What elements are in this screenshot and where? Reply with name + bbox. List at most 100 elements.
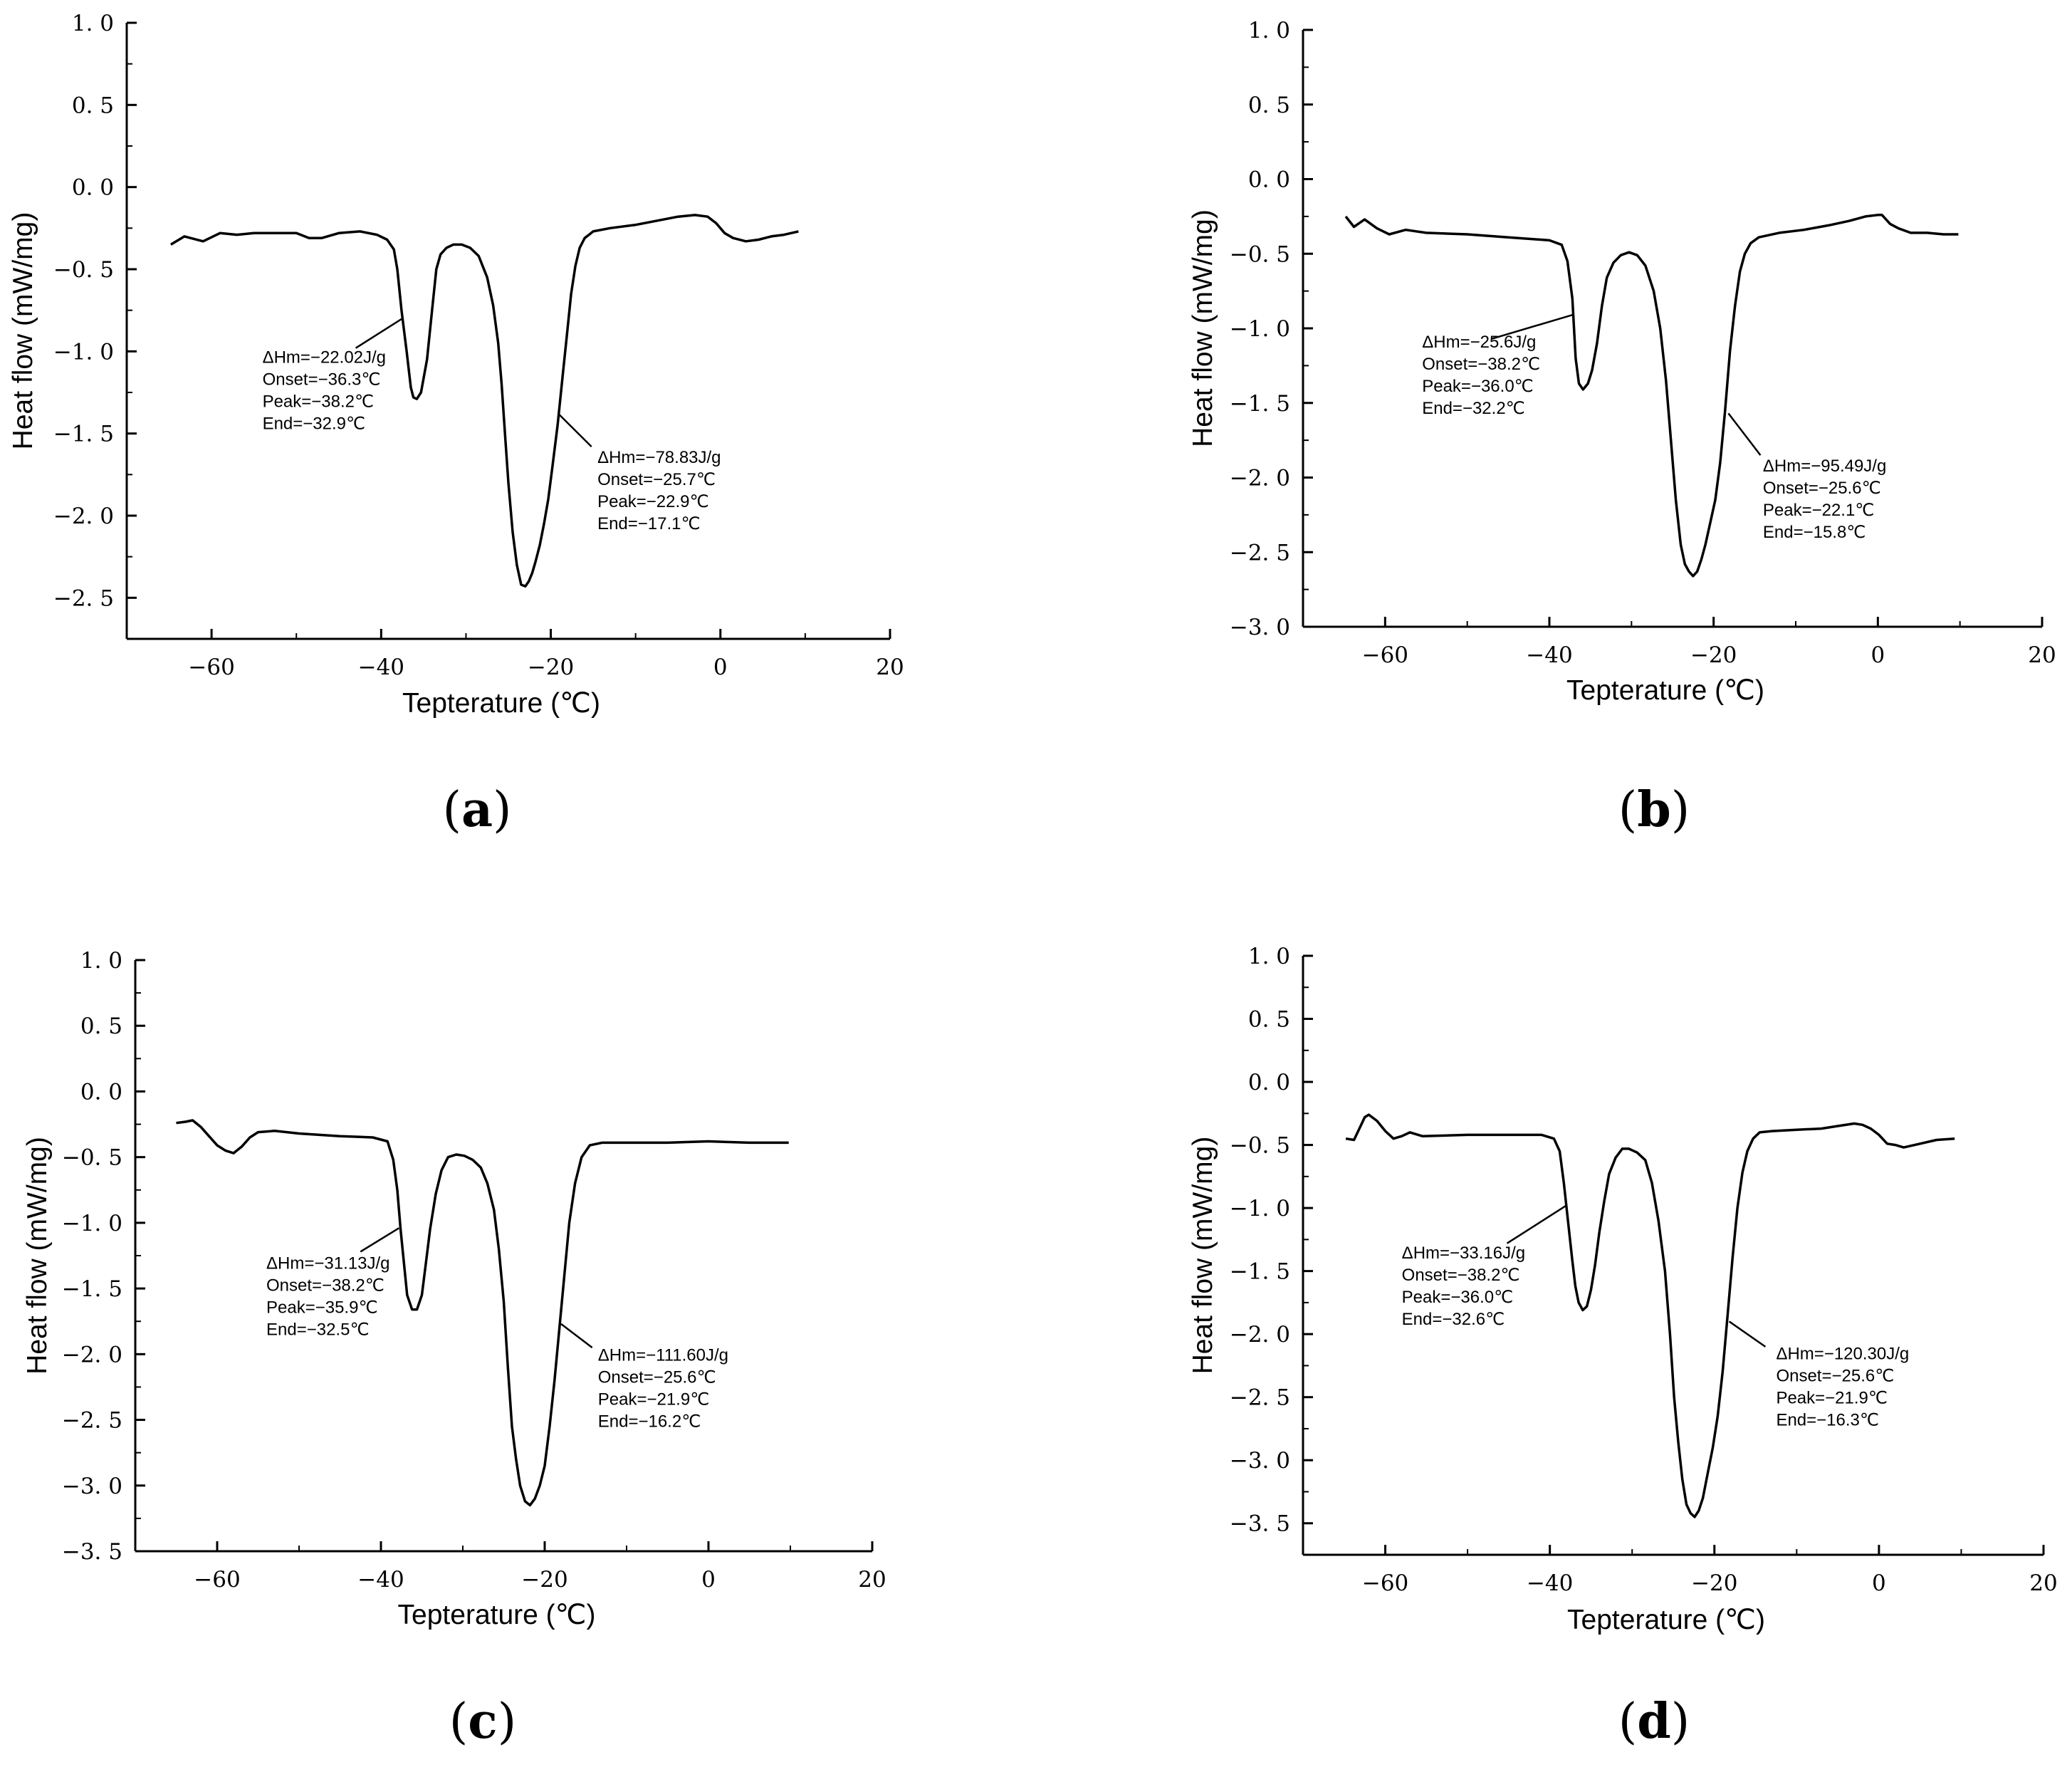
x-axis-label: Tepterature (℃) [398,1600,596,1630]
x-tick-label: −20 [1690,642,1737,668]
caption-close: ) [1671,782,1690,838]
y-tick-label: −2. 5 [1230,1385,1290,1411]
annotation-text: Peak=−36.0℃ [1422,377,1533,396]
caption-letter: d [1637,1693,1671,1750]
annotation-text: End=−16.3℃ [1776,1411,1878,1430]
x-tick-label: −60 [194,1567,240,1593]
annotation-text: Onset=−25.7℃ [597,470,716,489]
x-tick-label: −60 [188,655,234,680]
annotation-text: Onset=−38.2℃ [1402,1266,1520,1285]
y-tick-label: 1. 0 [80,948,122,974]
y-tick-label: 0. 5 [72,93,114,118]
annotation-text: Onset=−38.2℃ [1422,355,1540,374]
y-tick-label: −3. 0 [1230,1448,1290,1474]
caption-close: ) [1671,1694,1690,1750]
y-tick-label: 1. 0 [1248,944,1290,969]
x-tick-label: 20 [858,1567,886,1593]
panel-b: 1. 0 0. 5 0. 0 −0. 5 −1. 0 −1. 5 −2. 0 −2. 5 −3.… [1188,18,2056,838]
annotation-text: End=−32.5℃ [266,1320,369,1339]
annotation-text: Onset=−36.3℃ [263,370,381,389]
y-tick-label: −2. 0 [53,504,114,529]
annotation-text: Peak=−36.0℃ [1402,1288,1513,1307]
annotation-text: Onset=−25.6℃ [1763,479,1881,498]
annotation-leader [355,318,403,349]
x-tick-label: −40 [1526,642,1572,668]
annotation-text: End=−16.2℃ [598,1412,701,1432]
annotation-leader [360,1227,399,1253]
annotation-text: ΔHm=−120.30J/g [1776,1345,1909,1364]
series-line [176,1119,789,1507]
y-tick-label: −2. 0 [62,1342,122,1367]
y-tick-label: 0. 0 [1248,1070,1290,1095]
y-tick-label: −3. 5 [1230,1511,1290,1537]
y-tick-label: 0. 5 [80,1013,122,1039]
x-tick-label: −20 [1691,1570,1737,1596]
x-axis-label: Tepterature (℃) [1567,1605,1765,1635]
annotation-text: ΔHm=−111.60J/g [598,1346,728,1365]
x-tick-label: 0 [713,655,728,680]
x-tick-label: −20 [521,1567,567,1593]
x-tick-label: −20 [528,655,574,680]
y-tick-label: −3. 0 [62,1474,122,1499]
series-line [169,214,799,588]
annotation-text: End=−32.9℃ [263,414,365,433]
panel-d: 1. 0 0. 5 0. 0 −0. 5 −1. 0 −1. 5 −2. 0 −2. 5 −3.… [1188,944,2058,1750]
annotation-text: Peak=−22.9℃ [597,492,708,511]
x-tick-label: −40 [357,1567,404,1593]
x-axis-label: Tepterature (℃) [1566,675,1764,706]
y-tick-label: 0. 0 [72,175,114,201]
y-tick-label: −1. 0 [53,339,114,365]
annotation-text: End=−32.2℃ [1422,399,1524,418]
y-tick-label: 1. 0 [72,11,114,36]
panel-caption: (a) [442,781,511,838]
y-tick-label: −1. 5 [1230,1259,1290,1285]
annotation-text: Onset=−25.6℃ [1776,1367,1894,1386]
series-line [1344,214,1959,578]
series-line [1345,1113,1955,1518]
x-tick-label: 20 [2028,642,2056,668]
annotation-text: ΔHm=−31.13J/g [266,1254,389,1273]
y-tick-label: 1. 0 [1248,18,1290,43]
x-axis-label: Tepterature (℃) [402,688,600,719]
caption-close: ) [498,1694,517,1750]
annotation-leader [558,413,592,448]
annotation-text: Peak=−35.9℃ [266,1298,377,1317]
x-tick-label: −40 [358,655,404,680]
panel-caption: (d) [1618,1693,1690,1750]
annotation-leader [1728,1320,1767,1348]
y-tick-label: −1. 5 [53,422,114,447]
y-tick-label: −1. 0 [1230,1196,1290,1221]
y-axis-label: Heat flow (mW/mg) [1188,209,1218,447]
annotation-text: Peak=−22.1℃ [1763,501,1874,520]
y-tick-label: −0. 5 [53,257,114,283]
y-tick-label: −1. 5 [1230,391,1290,417]
annotation-text: End=−32.6℃ [1402,1310,1505,1329]
annotation-text: Peak=−21.9℃ [598,1390,709,1409]
y-tick-label: −2. 0 [1230,466,1290,491]
y-axis-label: Heat flow (mW/mg) [22,1137,53,1375]
y-tick-label: −2. 0 [1230,1322,1290,1348]
y-tick-label: −2. 5 [53,585,114,611]
annotation-text: ΔHm=−95.49J/g [1763,457,1886,476]
caption-letter: a [461,781,493,838]
x-tick-label: −40 [1527,1570,1573,1596]
x-tick-label: 20 [876,655,904,680]
y-tick-label: −0. 5 [1230,1133,1290,1159]
annotation-text: ΔHm=−25.6J/g [1422,333,1536,352]
panel-c: 1. 0 0. 5 0. 0 −0. 5 −1. 0 −1. 5 −2. 0 −2. 5 −3.… [22,948,886,1750]
y-tick-label: 0. 5 [1248,1007,1290,1033]
y-tick-label: −0. 5 [1230,241,1290,267]
panel-caption: (b) [1618,781,1690,838]
y-axis-label: Heat flow (mW/mg) [8,212,38,450]
y-axis-label: Heat flow (mW/mg) [1188,1137,1218,1375]
annotation-leader [1506,1204,1567,1244]
caption-letter: b [1637,781,1671,838]
annotation-text: Onset=−38.2℃ [266,1276,384,1295]
y-tick-label: −0. 5 [62,1145,122,1171]
x-tick-label: −60 [1362,642,1408,668]
annotation-text: ΔHm=−78.83J/g [597,448,721,467]
annotation-leader [1727,412,1762,456]
y-tick-label: 0. 5 [1248,93,1290,118]
annotation-text: Peak=−21.9℃ [1776,1389,1887,1408]
caption-open: ( [449,1694,469,1750]
